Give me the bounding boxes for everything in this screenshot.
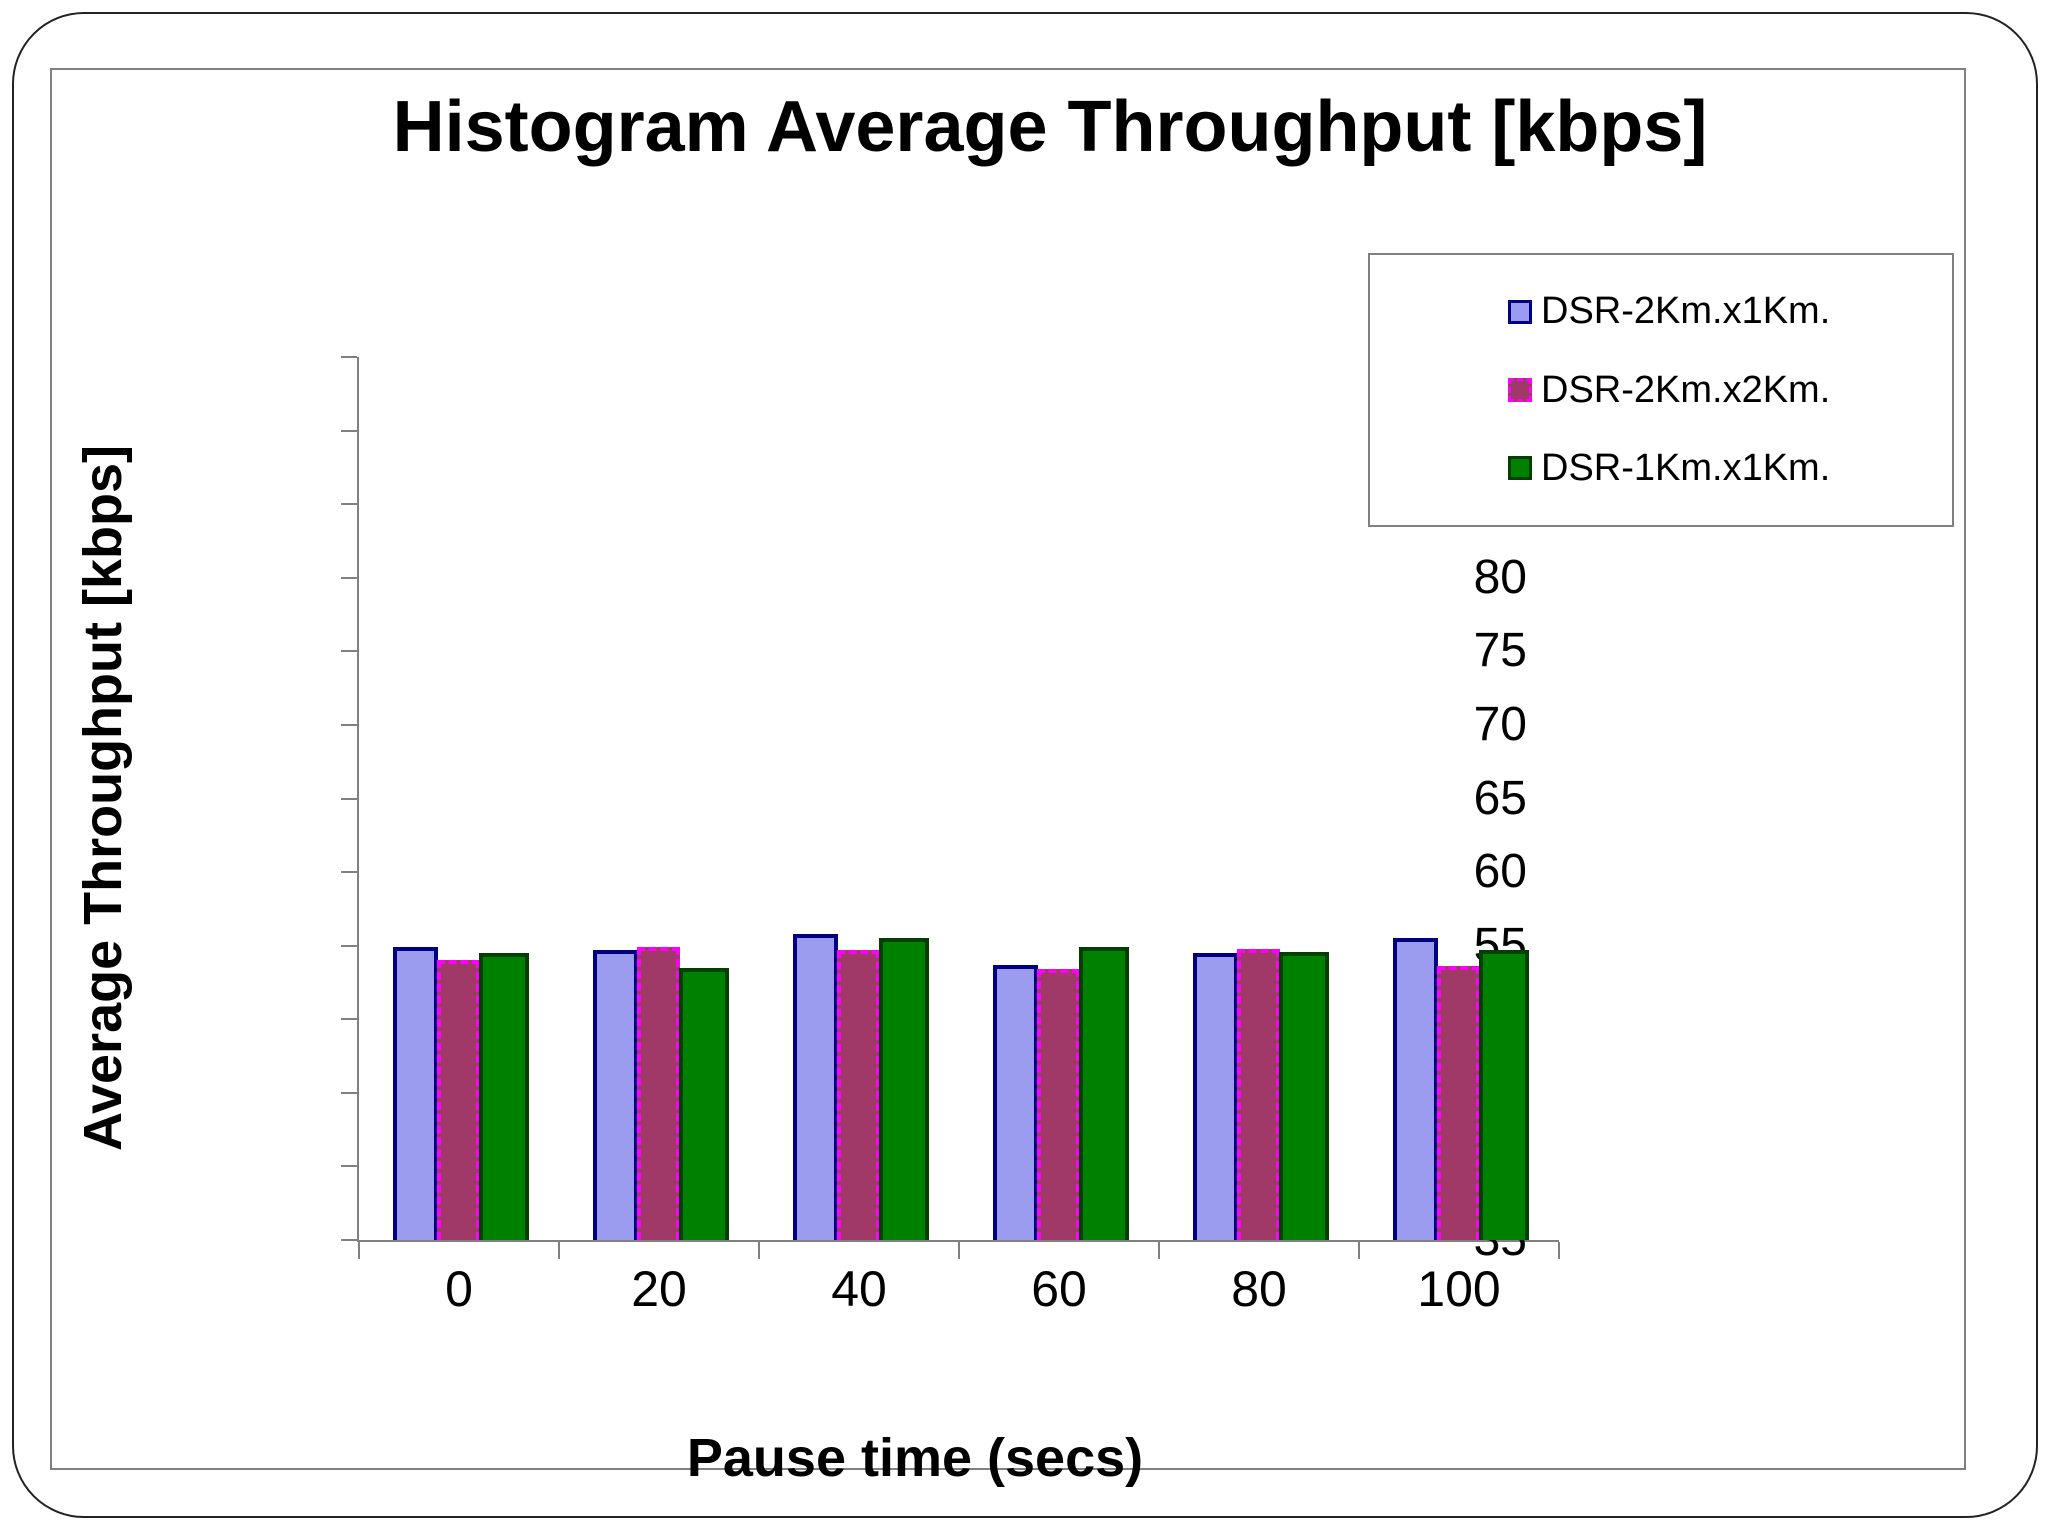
x-axis-tick: [358, 1242, 360, 1259]
legend-box: DSR-2Km.x1Km. DSR-2Km.x2Km. DSR-1Km.x1Km.: [1368, 253, 1954, 527]
slide-rounded-border: [12, 12, 2038, 1518]
y-axis-tick: [341, 503, 357, 506]
y-axis-tick: [341, 944, 357, 947]
legend-label: DSR-1Km.x1Km.: [1541, 446, 1831, 489]
x-axis-tick: [1158, 1242, 1160, 1259]
x-axis-tick-label: 100: [1417, 1261, 1501, 1317]
y-axis-tick: [341, 871, 357, 874]
bar-DSR-2Km.x1Km.-pause-60: [993, 964, 1038, 1240]
x-axis-tick: [958, 1242, 960, 1259]
bar-DSR-2Km.x2Km.-pause-60: [1037, 969, 1080, 1240]
x-axis-tick: [1358, 1242, 1360, 1259]
chart-title: Histogram Average Throughput [kbps]: [392, 87, 1708, 167]
bar-DSR-2Km.x2Km.-pause-40: [837, 950, 880, 1240]
y-axis-tick: [341, 1018, 357, 1021]
x-axis-tick-label: 0: [445, 1261, 473, 1317]
y-axis-tick: [341, 356, 357, 358]
x-axis-title: Pause time (secs): [686, 1428, 1144, 1488]
legend-swatch-icon: [1508, 378, 1532, 402]
y-axis-title: Average Throughput [kbps]: [73, 444, 133, 1152]
legend-item: DSR-2Km.x2Km.: [1370, 369, 1952, 412]
bar-DSR-2Km.x2Km.-pause-0: [437, 960, 480, 1240]
x-axis-tick: [558, 1242, 560, 1259]
bar-DSR-2Km.x1Km.-pause-0: [393, 947, 438, 1240]
bar-DSR-2Km.x2Km.-pause-100: [1437, 966, 1480, 1240]
plot-area: 35404550556065707580859095020406080100: [341, 333, 1560, 1317]
y-axis-tick: [341, 576, 357, 579]
x-axis-tick-label: 40: [831, 1261, 887, 1317]
x-axis-tick-label: 60: [1031, 1261, 1087, 1317]
y-axis-tick: [341, 650, 357, 653]
x-axis-tick: [758, 1242, 760, 1259]
bar-DSR-2Km.x1Km.-pause-80: [1193, 953, 1238, 1240]
bar-DSR-1Km.x1Km.-pause-40: [879, 938, 929, 1240]
legend-label: DSR-2Km.x1Km.: [1541, 290, 1831, 333]
legend-swatch-icon: [1508, 456, 1532, 481]
y-axis-tick-label: 65: [1473, 771, 1527, 825]
bar-DSR-2Km.x2Km.-pause-80: [1237, 948, 1280, 1240]
x-axis-tick-label: 20: [631, 1261, 687, 1317]
y-axis-tick-label: 75: [1473, 624, 1527, 678]
bar-DSR-1Km.x1Km.-pause-60: [1079, 947, 1129, 1240]
bar-DSR-2Km.x1Km.-pause-20: [593, 950, 638, 1240]
y-axis-tick: [341, 1165, 357, 1168]
legend-item: DSR-2Km.x1Km.: [1370, 290, 1952, 333]
chart-area-border: [50, 68, 1966, 1470]
y-axis-tick: [341, 1091, 357, 1094]
legend-label: DSR-2Km.x2Km.: [1541, 368, 1831, 411]
bar-DSR-2Km.x1Km.-pause-40: [793, 933, 838, 1240]
x-axis-tick: [1558, 1242, 1560, 1259]
y-axis-tick: [341, 723, 357, 726]
bar-DSR-1Km.x1Km.-pause-80: [1279, 951, 1329, 1240]
y-axis-tick: [341, 1239, 357, 1241]
bar-DSR-1Km.x1Km.-pause-100: [1479, 950, 1529, 1240]
legend-item: DSR-1Km.x1Km.: [1370, 447, 1952, 490]
y-axis-tick: [341, 797, 357, 800]
legend-swatch-icon: [1508, 299, 1532, 324]
y-axis-tick-label: 80: [1473, 550, 1527, 604]
y-axis-tick-label: 70: [1473, 697, 1527, 751]
bar-DSR-2Km.x1Km.-pause-100: [1393, 938, 1438, 1240]
bar-DSR-1Km.x1Km.-pause-20: [679, 967, 729, 1240]
bar-DSR-2Km.x2Km.-pause-20: [637, 947, 680, 1240]
bar-DSR-1Km.x1Km.-pause-0: [479, 953, 529, 1240]
y-axis-tick-label: 60: [1473, 845, 1527, 899]
y-axis-tick: [341, 429, 357, 432]
x-axis-tick-label: 80: [1231, 1261, 1287, 1317]
